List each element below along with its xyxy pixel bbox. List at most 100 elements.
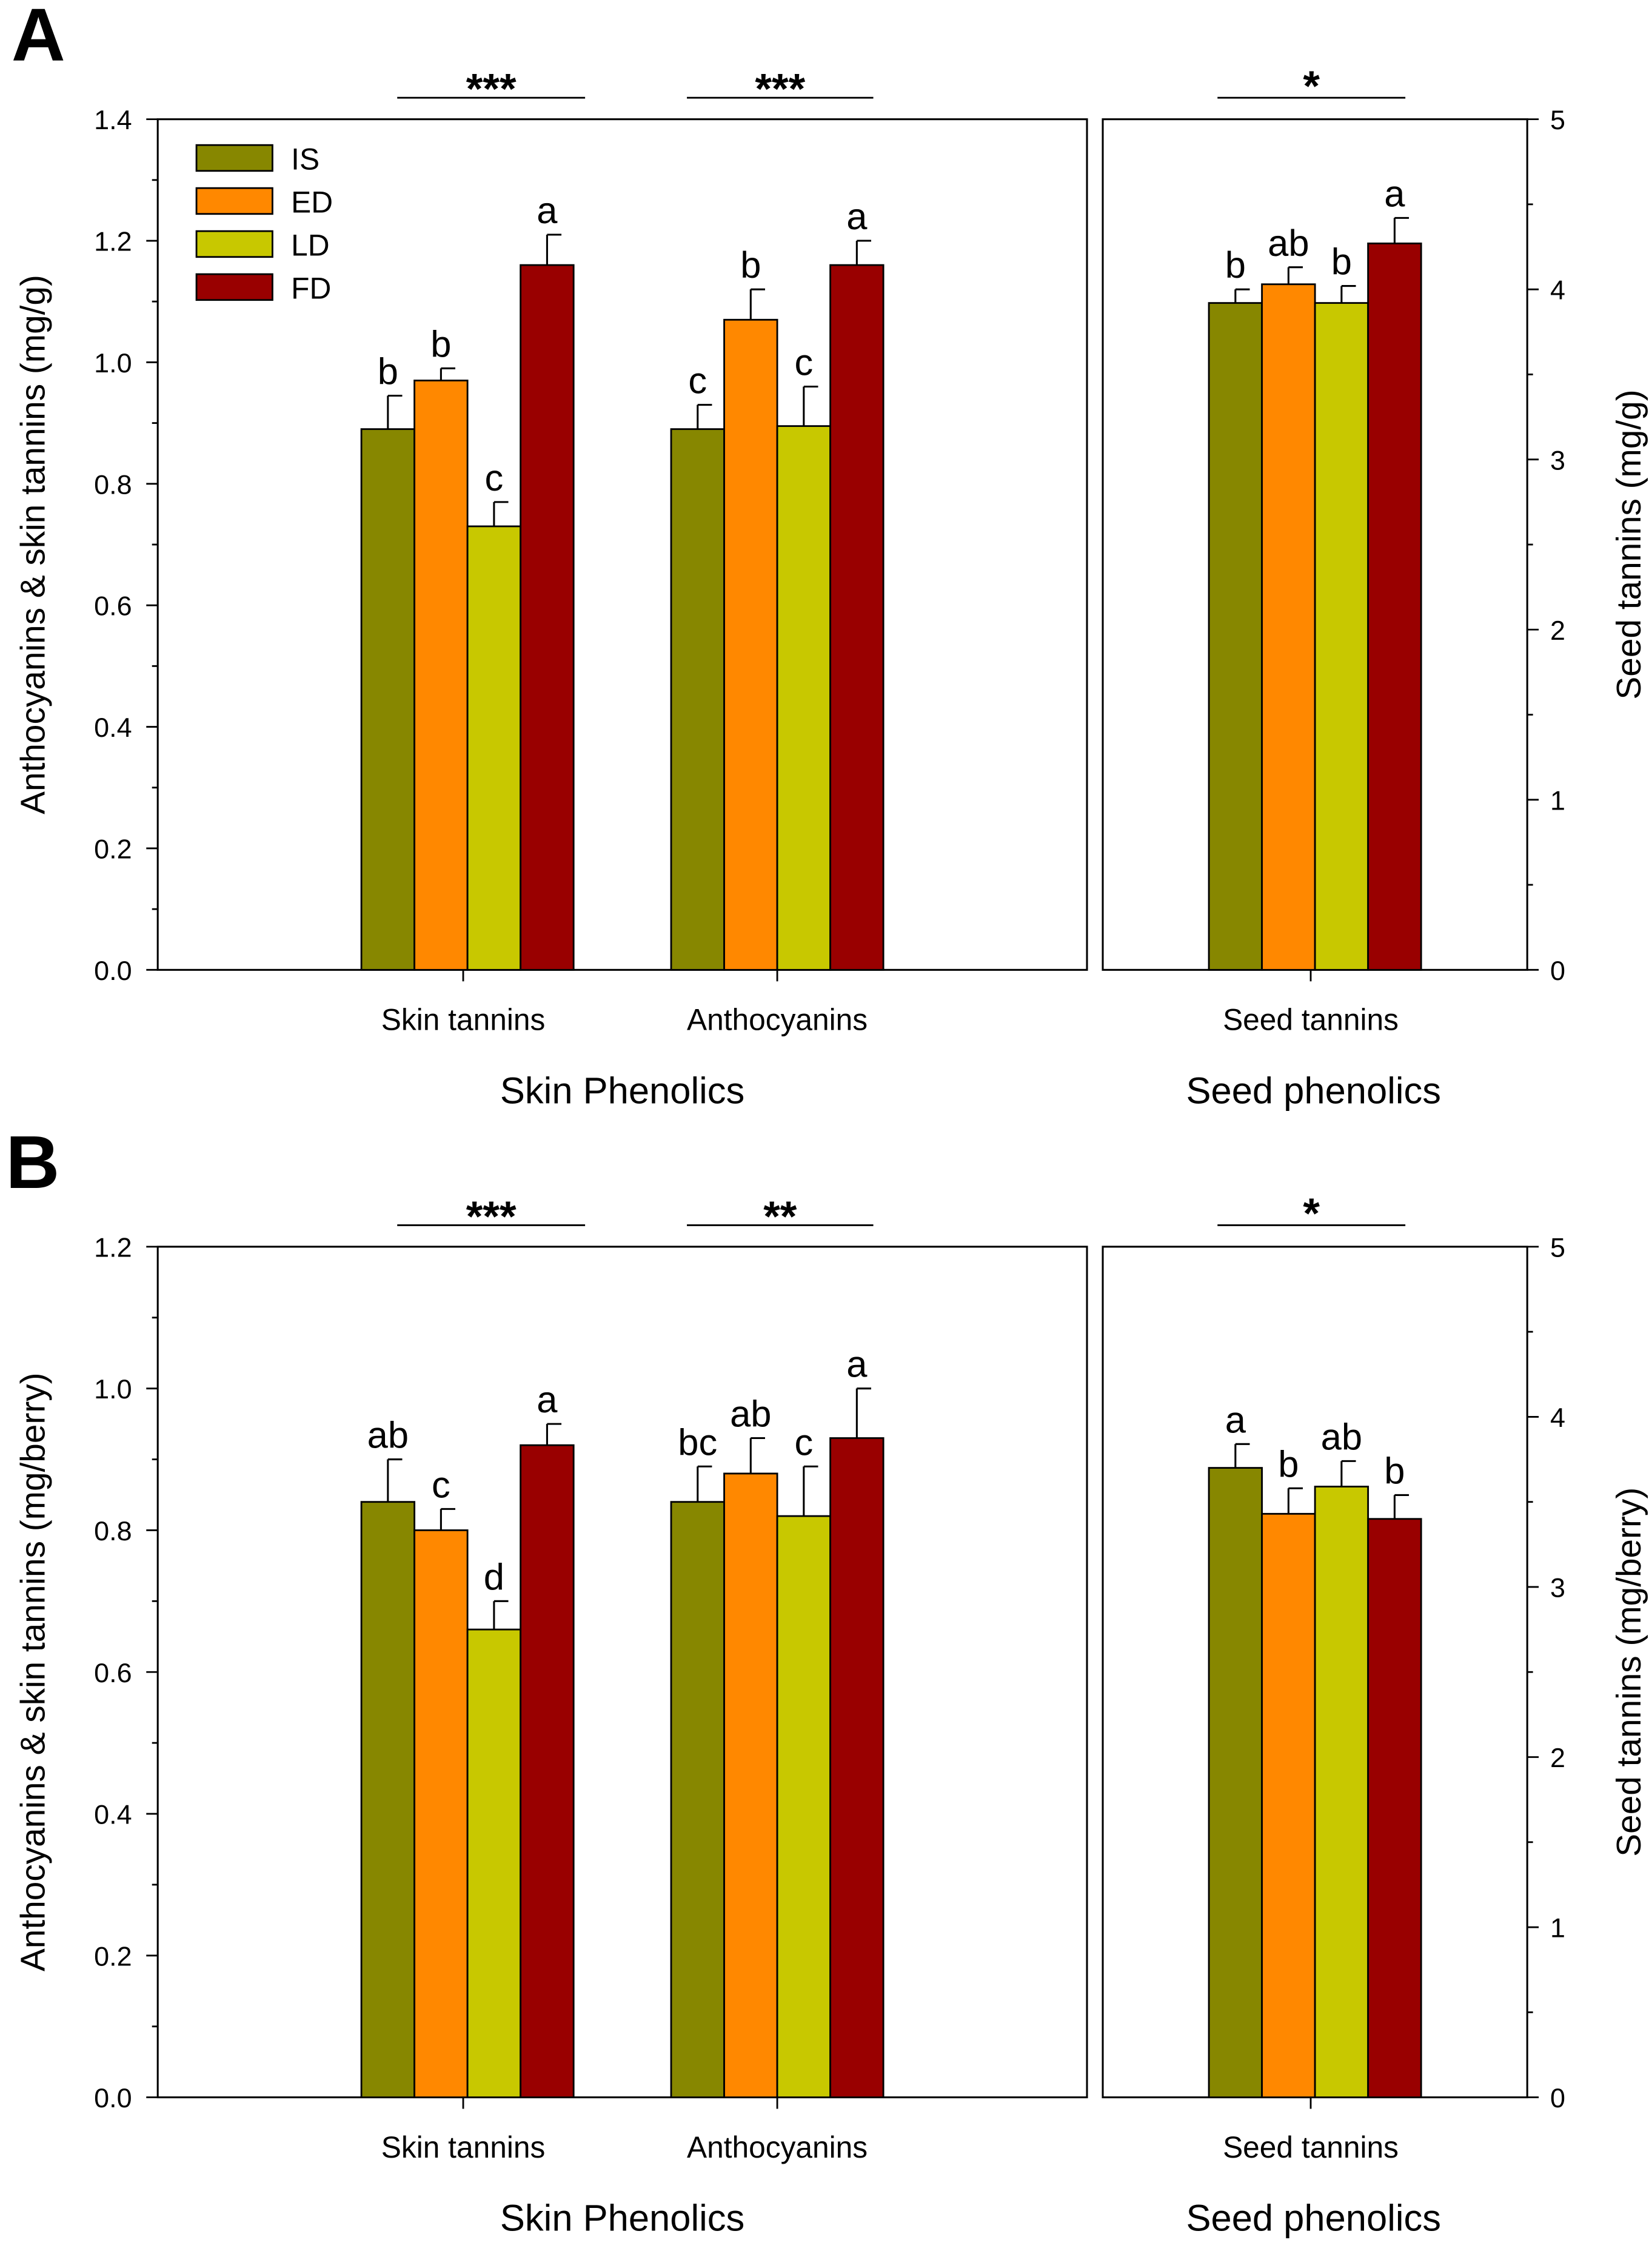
y-tick-label-left: 0.2 (94, 834, 132, 865)
significance-stars: * (1303, 62, 1320, 110)
bar-fd (1367, 1518, 1422, 2099)
significance-stars: *** (755, 65, 805, 113)
y-tick-label-left: 1.2 (94, 226, 132, 257)
y-tick-label-right: 5 (1550, 104, 1565, 135)
y-tick-label-right: 2 (1550, 1742, 1565, 1773)
x-category-label: Seed tannins (1223, 1003, 1399, 1037)
group-label-skin: Skin Phenolics (500, 2198, 744, 2239)
panel-b: B 0.0 0.2 0.4 0.6 0.8 1.0 1.2 0 1 2 3 4 5 Anthocyanins… (5, 1121, 1648, 2239)
significance-stars: *** (466, 65, 517, 113)
legend-swatch-is (195, 144, 273, 172)
bar-fd (829, 1437, 885, 2099)
bar-ld (1314, 1486, 1369, 2099)
y-tick-label-left: 0.2 (94, 1941, 132, 1971)
significance-stars: *** (466, 1193, 517, 1241)
significance-letter: a (846, 1344, 868, 1386)
group-label-seed: Seed phenolics (1186, 1070, 1441, 1112)
x-category-label: Anthocyanins (687, 2130, 868, 2164)
bar-fd (520, 1444, 575, 2099)
bar-fd (829, 264, 885, 971)
y-axis-label-right: Seed tannins (mg/g) (1610, 389, 1648, 699)
legend-swatch-ed (195, 187, 273, 215)
legend-label: ED (291, 185, 333, 219)
y-tick-label-right: 3 (1550, 1572, 1565, 1603)
significance-letter: b (1331, 241, 1352, 283)
legend-label: LD (291, 228, 329, 262)
significance-letter: ab (730, 1394, 771, 1435)
panel-a: A 0.0 0.2 0.4 0.6 0.8 1.0 1.2 1.4 0 1 2 3 4 5 Anthocyan… (12, 0, 1648, 1112)
y-tick-label-left: 1.0 (94, 1374, 132, 1404)
legend: IS ED LD FD (195, 142, 333, 305)
y-axis-label-left: Anthocyanins & skin tannins (mg/g) (14, 275, 52, 814)
left-plot-frame (156, 1246, 1088, 2099)
bar-fd (1367, 243, 1422, 971)
bar-fd (520, 264, 575, 971)
significance-letter: c (794, 342, 813, 384)
legend-swatch-fd (195, 273, 273, 301)
group-label-seed: Seed phenolics (1186, 2198, 1441, 2239)
significance-letter: a (537, 190, 558, 232)
bar-ld (466, 525, 522, 971)
significance-letter: d (484, 1556, 504, 1598)
bar-ld (1314, 302, 1369, 971)
significance-letter: c (485, 457, 504, 499)
y-tick-label-left: 0.8 (94, 469, 132, 500)
panel-label: B (5, 1121, 59, 1204)
bar-ed (723, 1472, 778, 2099)
y-axis-label-right: Seed tannins (mg/berry) (1610, 1488, 1648, 1857)
bar-ed (723, 318, 778, 971)
bar-ed (1261, 1512, 1316, 2099)
bar-ed (1261, 283, 1316, 971)
significance-letter: b (740, 244, 761, 286)
y-tick-label-right: 4 (1550, 275, 1565, 306)
significance-letter: b (378, 351, 398, 393)
significance-letter: a (1225, 1399, 1246, 1441)
significance-letter: b (430, 324, 451, 366)
y-tick-label-left: 0.4 (94, 712, 132, 743)
significance-letter: a (537, 1379, 558, 1421)
y-tick-label-left: 0.8 (94, 1515, 132, 1546)
significance-letter: ab (1321, 1416, 1362, 1458)
bar-is (360, 428, 416, 971)
bar-is (670, 428, 725, 971)
y-tick-label-left: 0.6 (94, 591, 132, 622)
bar-ed (413, 380, 469, 971)
y-tick-label-right: 1 (1550, 1913, 1565, 1944)
y-tick-label-left: 1.4 (94, 104, 132, 135)
significance-stars: * (1303, 1190, 1320, 1238)
legend-swatch-ld (195, 230, 273, 258)
significance-letter: b (1278, 1443, 1299, 1485)
significance-letter: b (1225, 244, 1246, 286)
x-category-label: Skin tannins (381, 2130, 546, 2164)
y-tick-label-right: 3 (1550, 444, 1565, 475)
y-tick-label-left: 1.0 (94, 347, 132, 378)
bar-is (1208, 302, 1263, 971)
y-tick-label-right: 1 (1550, 785, 1565, 816)
significance-letter: c (794, 1421, 813, 1463)
significance-letter: bc (678, 1421, 717, 1463)
y-tick-label-right: 0 (1550, 955, 1565, 986)
bar-is (1208, 1467, 1263, 2099)
y-tick-label-right: 0 (1550, 2082, 1565, 2113)
significance-letter: ab (1268, 223, 1309, 264)
significance-letter: c (432, 1464, 450, 1506)
y-tick-label-left: 0.0 (94, 2082, 132, 2113)
y-tick-label-right: 2 (1550, 615, 1565, 646)
x-category-label: Anthocyanins (687, 1003, 868, 1037)
significance-letter: c (688, 360, 707, 402)
x-category-label: Seed tannins (1223, 2130, 1399, 2164)
y-tick-label-left: 0.0 (94, 955, 132, 986)
y-tick-label-left: 1.2 (94, 1232, 132, 1263)
bar-is (670, 1501, 725, 2099)
significance-letter: a (1384, 173, 1405, 215)
y-tick-label-left: 0.6 (94, 1657, 132, 1688)
significance-letter: ab (367, 1415, 409, 1457)
y-axis-label-left: Anthocyanins & skin tannins (mg/berry) (14, 1372, 52, 1971)
significance-letter: a (846, 196, 868, 238)
group-label-skin: Skin Phenolics (500, 1070, 744, 1112)
bar-ld (466, 1628, 522, 2099)
bar-ld (776, 425, 832, 971)
x-category-label: Skin tannins (381, 1003, 546, 1037)
y-tick-label-right: 4 (1550, 1402, 1565, 1433)
